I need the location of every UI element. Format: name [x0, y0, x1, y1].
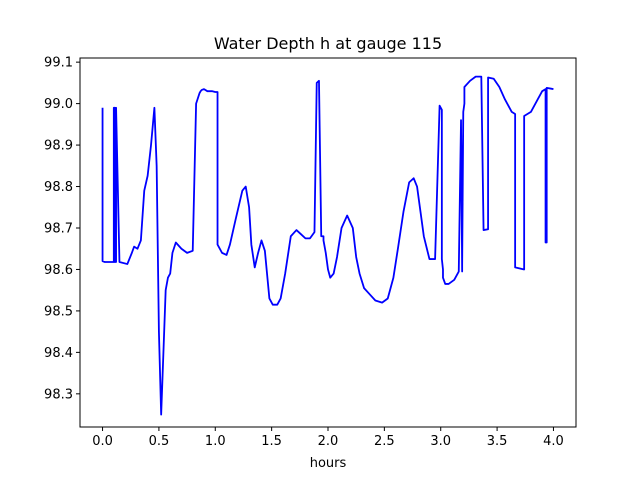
x-tick-label: 0.0 [92, 434, 113, 449]
y-tick-label: 98.9 [44, 139, 73, 154]
x-axis-label: hours [310, 456, 347, 471]
series-line [101, 75, 554, 416]
y-tick-label: 98.8 [44, 180, 73, 195]
x-tick-label: 0.5 [149, 434, 170, 449]
y-tick-label: 99.1 [44, 56, 73, 71]
y-tick-label: 99.0 [44, 97, 73, 112]
x-tick-label: 2.0 [318, 434, 339, 449]
y-tick-label: 98.3 [44, 387, 73, 402]
x-tick-label: 1.5 [261, 434, 282, 449]
y-tick-label: 98.6 [44, 263, 73, 278]
x-tick-label: 2.5 [374, 434, 395, 449]
y-axis-ticks: 98.3 98.4 98.5 98.6 98.7 98.8 98.9 99.0 99.1 [44, 56, 80, 402]
x-tick-label: 3.5 [487, 434, 508, 449]
y-tick-label: 98.4 [44, 346, 73, 361]
x-axis-ticks: 0.0 0.5 1.0 1.5 2.0 2.5 3.0 3.5 4.0 [92, 427, 564, 449]
x-tick-label: 1.0 [205, 434, 226, 449]
x-tick-label: 4.0 [543, 434, 564, 449]
y-tick-label: 98.5 [44, 304, 73, 319]
y-tick-label: 98.7 [44, 221, 73, 236]
x-tick-label: 3.0 [430, 434, 451, 449]
chart-title: Water Depth h at gauge 115 [214, 34, 442, 53]
